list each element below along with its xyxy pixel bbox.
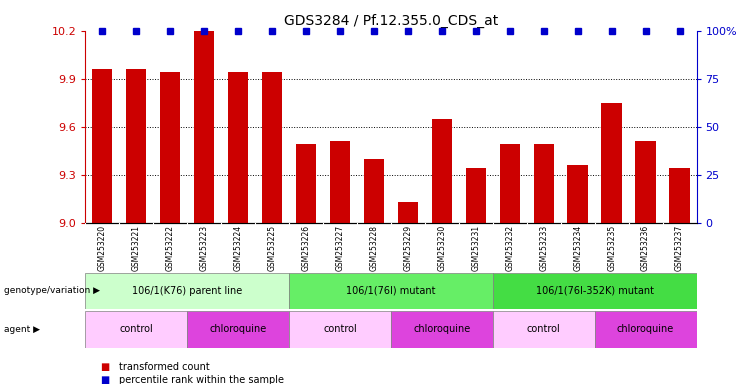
- Bar: [635, 141, 656, 223]
- Text: 106/1(76I) mutant: 106/1(76I) mutant: [346, 286, 436, 296]
- Text: GSM253220: GSM253220: [98, 225, 107, 271]
- Bar: [126, 69, 146, 223]
- Text: GSM253222: GSM253222: [166, 225, 175, 271]
- Bar: [160, 72, 180, 223]
- Text: control: control: [323, 324, 357, 334]
- Bar: [431, 119, 452, 223]
- Text: GSM253221: GSM253221: [132, 225, 141, 271]
- Bar: [594, 311, 697, 348]
- Text: chloroquine: chloroquine: [617, 324, 674, 334]
- Text: GSM253228: GSM253228: [370, 225, 379, 271]
- Text: GSM253230: GSM253230: [437, 225, 446, 271]
- Text: ■: ■: [100, 375, 109, 384]
- Text: genotype/variation ▶: genotype/variation ▶: [4, 286, 100, 295]
- Bar: [187, 311, 289, 348]
- Text: GSM253235: GSM253235: [607, 225, 616, 271]
- Bar: [364, 159, 384, 223]
- Text: control: control: [119, 324, 153, 334]
- Text: 106/1(76I-352K) mutant: 106/1(76I-352K) mutant: [536, 286, 654, 296]
- Bar: [289, 311, 391, 348]
- Bar: [194, 31, 214, 223]
- Text: agent ▶: agent ▶: [4, 325, 40, 334]
- Text: control: control: [527, 324, 561, 334]
- Bar: [262, 72, 282, 223]
- Text: GSM253223: GSM253223: [199, 225, 208, 271]
- Text: GSM253227: GSM253227: [336, 225, 345, 271]
- Text: chloroquine: chloroquine: [413, 324, 471, 334]
- Text: GSM253237: GSM253237: [675, 225, 684, 271]
- Text: GSM253236: GSM253236: [641, 225, 650, 271]
- Bar: [330, 141, 350, 223]
- Bar: [85, 311, 187, 348]
- Text: GSM253225: GSM253225: [268, 225, 276, 271]
- Text: GSM253231: GSM253231: [471, 225, 480, 271]
- Bar: [669, 168, 690, 223]
- Bar: [493, 311, 594, 348]
- Bar: [465, 168, 486, 223]
- Text: GSM253232: GSM253232: [505, 225, 514, 271]
- Text: ■: ■: [100, 362, 109, 372]
- Bar: [398, 202, 418, 223]
- Bar: [289, 273, 493, 309]
- Bar: [391, 311, 493, 348]
- Bar: [493, 273, 697, 309]
- Text: GSM253224: GSM253224: [233, 225, 242, 271]
- Text: 106/1(K76) parent line: 106/1(K76) parent line: [132, 286, 242, 296]
- Text: percentile rank within the sample: percentile rank within the sample: [119, 375, 284, 384]
- Text: chloroquine: chloroquine: [210, 324, 267, 334]
- Text: GSM253234: GSM253234: [574, 225, 582, 271]
- Text: GSM253229: GSM253229: [403, 225, 412, 271]
- Bar: [296, 144, 316, 223]
- Bar: [568, 165, 588, 223]
- Bar: [227, 72, 248, 223]
- Bar: [602, 103, 622, 223]
- Title: GDS3284 / Pf.12.355.0_CDS_at: GDS3284 / Pf.12.355.0_CDS_at: [284, 14, 498, 28]
- Text: GSM253233: GSM253233: [539, 225, 548, 271]
- Bar: [499, 144, 520, 223]
- Bar: [85, 273, 289, 309]
- Bar: [92, 69, 113, 223]
- Text: transformed count: transformed count: [119, 362, 209, 372]
- Bar: [534, 144, 554, 223]
- Text: GSM253226: GSM253226: [302, 225, 310, 271]
